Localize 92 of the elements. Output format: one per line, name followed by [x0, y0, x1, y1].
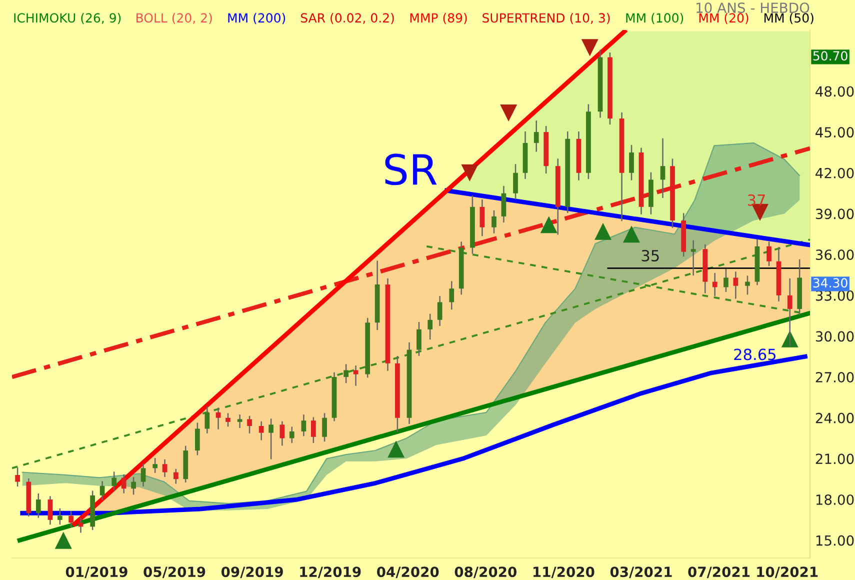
candlestick [131, 477, 136, 495]
candlestick [480, 199, 485, 236]
x-tick-label: 11/2020 [533, 566, 594, 578]
candlestick [121, 474, 126, 494]
y-tick-label: 42.00 [816, 168, 854, 178]
y-tick-label: 21.00 [816, 454, 854, 464]
text: MM (50) [764, 12, 814, 24]
candlestick [501, 186, 506, 222]
candlestick [162, 459, 168, 477]
candlestick [301, 414, 306, 436]
candlestick [78, 518, 84, 533]
text: MMP (89) [410, 12, 467, 24]
text: 50.70 [813, 51, 848, 61]
point [623, 226, 640, 243]
candlestick [15, 468, 20, 486]
candlestick [492, 210, 496, 234]
y-tick-label: 27.00 [816, 372, 854, 382]
candlestick [48, 496, 53, 525]
candlestick [787, 278, 792, 346]
text: 34.30 [813, 278, 848, 288]
candlestick [289, 426, 294, 443]
x-tick-label: 03/2021 [610, 566, 672, 578]
candlestick [280, 421, 285, 446]
x-tick-label: 10/2021 [757, 566, 818, 578]
candlestick [247, 416, 252, 434]
y-tick-label: 36.00 [816, 250, 854, 260]
x-tick-label: 01/2019 [66, 566, 128, 578]
candlestick [745, 276, 750, 295]
point [500, 104, 518, 122]
candlestick [344, 364, 348, 384]
text: MM (100) [626, 12, 684, 24]
point [594, 222, 612, 240]
candlestick [195, 422, 200, 456]
text: SAR (0.02, 0.2) [300, 12, 394, 24]
y-tick-label: 39.00 [816, 208, 854, 220]
candlestick [36, 493, 41, 518]
point [581, 39, 598, 56]
candlestick [226, 413, 230, 427]
candlestick [173, 468, 178, 484]
y-tick-label: 15.00 [816, 535, 854, 546]
candlestick [140, 463, 146, 486]
x-tick-label: 09/2019 [221, 566, 283, 578]
y-tick-label: 48.00 [816, 86, 854, 97]
candlestick [416, 322, 422, 356]
candlestick [68, 511, 74, 528]
candlestick [766, 242, 772, 266]
candlestick [712, 272, 718, 296]
candlestick [353, 366, 358, 386]
candlestick [629, 145, 634, 180]
candlestick [724, 268, 728, 292]
candlestick [112, 472, 117, 491]
candlestick [534, 120, 539, 152]
y-tick-label: 18.00 [816, 494, 854, 505]
x-tick-label: 07/2021 [688, 566, 750, 578]
x-tick-label: 12/2019 [300, 566, 361, 578]
candlestick [322, 413, 327, 442]
text: MM (200) [228, 12, 286, 24]
point [540, 216, 558, 234]
point [461, 164, 478, 182]
candlestick [100, 481, 105, 500]
annotation: 35 [642, 250, 659, 262]
candlestick [310, 417, 316, 443]
candlestick [204, 406, 210, 434]
candlestick [733, 272, 738, 299]
candlestick [428, 314, 433, 340]
text: SUPERTREND (10, 3) [482, 12, 610, 24]
text: ICHIMOKU (26, 9) [14, 12, 121, 24]
text: MM (20) [699, 12, 748, 24]
y-tick-label: 24.00 [816, 412, 854, 424]
candlestick [152, 458, 158, 473]
annotation: 37 [748, 194, 765, 206]
candlestick [513, 164, 518, 200]
point [54, 532, 72, 549]
chart-title: 10 ANS - HEBDO [696, 2, 810, 14]
x-tick-label: 05/2019 [144, 566, 206, 578]
candlestick [57, 508, 62, 525]
point [388, 440, 405, 458]
x-tick-label: 08/2020 [454, 566, 517, 578]
candlestick [237, 414, 242, 428]
candlestick [690, 240, 696, 276]
annotation: 28.65 [734, 348, 776, 360]
candlestick [660, 138, 666, 198]
y-tick-label: 30.00 [816, 331, 854, 342]
y-tick-label: 45.00 [816, 127, 854, 138]
text: BOLL (20, 2) [136, 12, 212, 24]
candlestick [449, 281, 454, 310]
x-tick-label: 04/2020 [377, 566, 439, 578]
candlestick [216, 408, 221, 430]
annotation: SR [385, 154, 437, 186]
candlestick [258, 421, 264, 440]
candlestick [268, 418, 274, 460]
candlestick [437, 296, 442, 326]
